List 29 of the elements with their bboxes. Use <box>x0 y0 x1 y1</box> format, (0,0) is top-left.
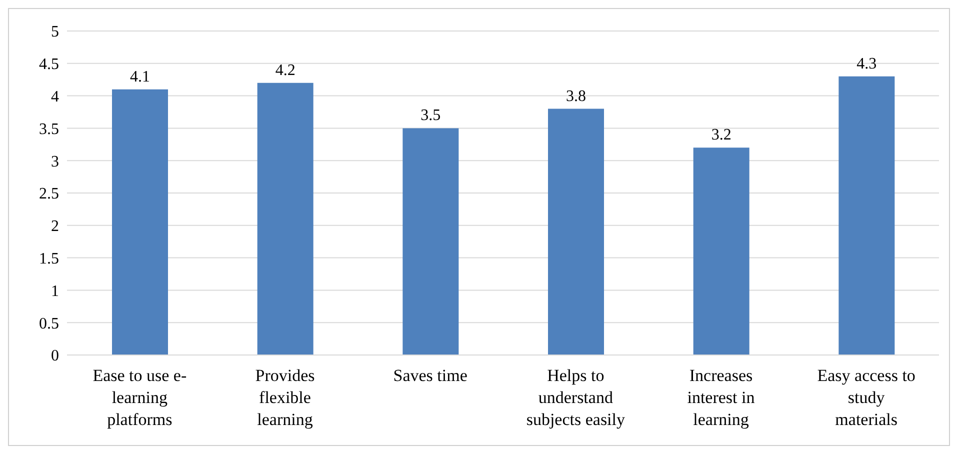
bar <box>402 128 459 355</box>
y-tick-label: 3 <box>51 153 59 170</box>
y-tick-label: 0.5 <box>39 315 59 332</box>
y-tick-label: 3.5 <box>39 120 59 138</box>
x-tick-label: Increases interest in learning <box>687 366 756 429</box>
y-tick-label: 4 <box>51 88 59 106</box>
x-tick-label: Helps to understand subjects easily <box>526 366 626 429</box>
y-tick-label: 2 <box>51 218 59 236</box>
x-tick-label: Saves time <box>393 366 468 385</box>
bar <box>838 76 895 355</box>
data-label: 3.2 <box>711 126 732 144</box>
data-label: 3.5 <box>420 107 441 124</box>
y-tick-label: 2.5 <box>39 186 59 203</box>
bar <box>548 108 604 355</box>
y-tick-label: 4.5 <box>39 56 59 74</box>
bar <box>693 148 750 355</box>
y-tick-label: 0 <box>51 348 59 365</box>
data-label: 4.3 <box>856 55 877 72</box>
y-tick-label: 1.5 <box>39 250 59 268</box>
x-tick-label: Ease to use e- learning platforms <box>92 366 187 429</box>
data-label: 4.1 <box>130 68 150 86</box>
x-tick-label: Easy access to study materials <box>817 366 916 429</box>
y-tick-label: 5 <box>51 24 59 41</box>
x-tick-label: Provides flexible learning <box>255 366 315 429</box>
y-tick-label: 1 <box>51 282 59 300</box>
data-label: 3.8 <box>566 88 586 105</box>
bar <box>112 89 168 355</box>
data-label: 4.2 <box>275 62 296 79</box>
bar <box>257 82 314 355</box>
